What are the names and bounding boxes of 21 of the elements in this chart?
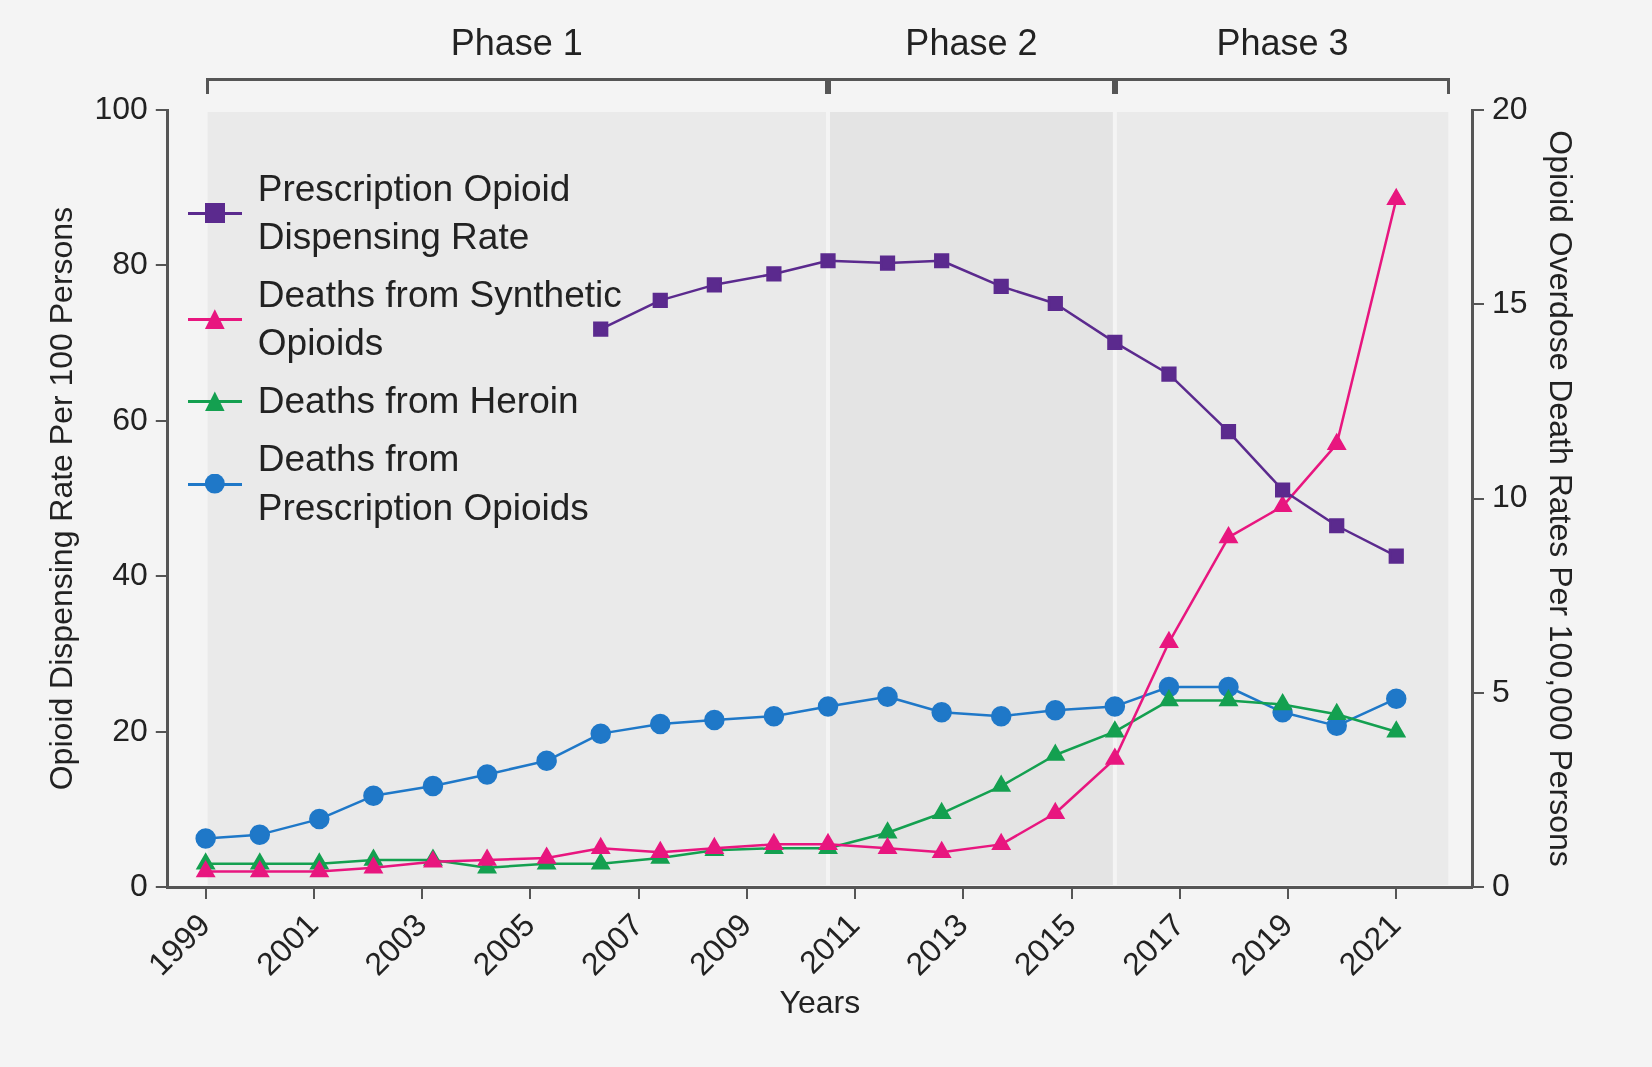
y2-tick-label: 5 [1492,672,1510,709]
y2-tick-label: 0 [1492,866,1510,903]
y2-axis-title: Opioid Overdose Death Rates Per 100,000 Persons [1542,130,1579,867]
band-label: Phase 3 [1216,22,1349,64]
band-label: Phase 1 [450,22,583,64]
band-label: Phase 2 [905,22,1038,64]
legend-label: Deaths from Prescription Opioids [257,437,590,530]
legend-label: Deaths from Heroin [257,379,579,424]
y-tick-label: 20 [112,711,148,748]
y-tick-label: 60 [112,400,148,437]
y2-tick-label: 10 [1492,478,1528,515]
legend-label: Deaths from Synthetic Opioids [257,273,623,366]
y2-tick-label: 20 [1492,89,1528,126]
y-tick-label: 100 [94,89,148,126]
legend-label: Prescription Opioid Dispensing Rate [257,167,572,260]
y2-tick-label: 15 [1492,284,1528,321]
y-tick-label: 0 [129,866,148,903]
y-axis-title: Opioid Dispensing Rate Per 100 Persons [43,206,80,791]
x-axis-title: Years [779,983,861,1020]
y-tick-label: 40 [112,556,148,593]
y-tick-label: 80 [112,245,148,282]
